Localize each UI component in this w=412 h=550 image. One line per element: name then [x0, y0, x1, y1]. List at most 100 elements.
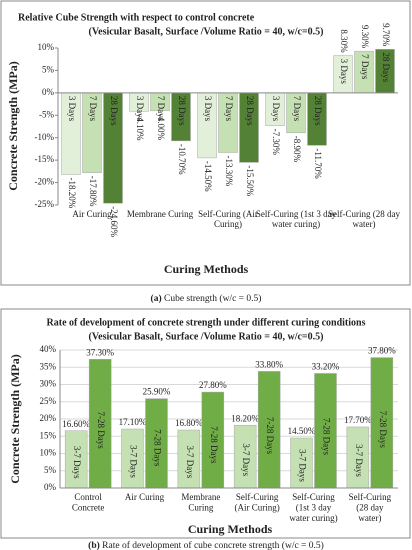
bar-series-label: 3 Days: [339, 59, 349, 85]
x-tick-label: Self-Curing (1st 3 day water curing): [256, 209, 337, 229]
y-tick-label: 40%: [40, 344, 57, 354]
y-axis-label: Concrete Strength (MPa): [8, 354, 22, 484]
data-label: 17.70%: [344, 415, 372, 425]
chart-title: Rate of development of concrete strength…: [47, 317, 366, 328]
bar-series-label: 28 Days: [381, 52, 391, 82]
y-tick-label: -10%: [35, 132, 55, 142]
bar-series-label: 7-28 Days: [378, 411, 388, 449]
x-tick-label: Self-Curing (28 day water): [328, 209, 400, 229]
chart-title: Relative Cube Strength with respect to c…: [18, 12, 255, 23]
data-label: 37.80%: [368, 346, 396, 356]
bar-series-label: 7-28 Days: [209, 426, 219, 464]
bar-series-label: 28 Days: [109, 96, 119, 126]
bar-series-label: 7 Days: [156, 96, 166, 122]
bar-series-label: 3-7 Days: [354, 444, 364, 477]
data-label: -13.30%: [224, 156, 234, 187]
bar-series-label: 3 Days: [67, 96, 77, 122]
data-label: 9.70%: [381, 23, 391, 47]
x-tick-label: Membrane Curing: [181, 492, 220, 513]
data-label: -10.70%: [177, 144, 187, 175]
y-tick-label: -25%: [35, 199, 55, 209]
y-tick-label: 5%: [44, 465, 57, 475]
y-axis-label: Concrete Strength (MPa): [6, 61, 20, 191]
data-label: -14.50%: [203, 161, 213, 192]
caption-text: Cube strength (w/c = 0.5): [162, 293, 262, 304]
bar-series-label: 3 Days: [271, 96, 281, 122]
bar-series-label: 7 Days: [88, 96, 98, 122]
caption-label: (a): [151, 293, 162, 304]
bar-series-label: 3 Days: [203, 96, 213, 122]
x-tick-label: Control Concrete: [72, 492, 104, 513]
caption: (a) Cube strength (w/c = 0.5): [151, 293, 262, 304]
y-tick-label: 0%: [42, 87, 55, 97]
bar-series-label: 3-7 Days: [185, 446, 195, 479]
data-label: -24.60%: [109, 206, 119, 237]
y-tick-label: 35%: [40, 361, 57, 371]
bar-series-label: 28 Days: [245, 96, 255, 126]
data-label: -4.00%: [156, 114, 166, 141]
x-axis-label: Curing Methods: [164, 262, 249, 276]
bar-series-label: 7 Days: [292, 96, 302, 122]
x-tick-label: Self-Curing (1st 3 day water curing): [289, 492, 337, 523]
data-label: -4.10%: [135, 114, 145, 141]
x-tick-label: Air Curing: [125, 492, 165, 502]
data-label: -7.30%: [271, 129, 281, 156]
bar-series-label: 28 Days: [177, 96, 187, 126]
x-tick-label: Membrane Curing: [127, 209, 194, 219]
y-tick-label: 10%: [38, 42, 55, 52]
caption-label: (b): [88, 540, 100, 550]
data-label: -8.90%: [292, 136, 302, 163]
y-tick-label: 30%: [40, 379, 57, 389]
data-label: 8.30%: [339, 29, 349, 53]
data-label: 16.80%: [175, 418, 203, 428]
data-label: 16.60%: [62, 419, 90, 429]
bar-series-label: 3-7 Days: [72, 446, 82, 479]
data-label: 18.20%: [231, 413, 259, 423]
bar-series-label: 7 Days: [360, 54, 370, 80]
y-tick-label: 10%: [40, 448, 57, 458]
bar-series-label: 7-28 Days: [321, 418, 331, 456]
x-tick-label: Self-Curing (Air Curing): [198, 209, 258, 229]
y-tick-label: 5%: [42, 64, 55, 74]
y-tick-label: -15%: [35, 154, 55, 164]
data-label: 33.80%: [255, 359, 283, 369]
chart-frame: [0, 308, 411, 539]
y-tick-label: 0%: [44, 482, 57, 492]
bar-series-label: 7-28 Days: [152, 429, 162, 467]
data-label: 33.20%: [312, 362, 340, 372]
data-label: -11.70%: [313, 148, 323, 179]
caption-text: Rate of development of cube concrete str…: [100, 540, 324, 550]
chart-subtitle: (Vesicular Basalt, Surface /Volume Ratio…: [89, 26, 324, 37]
x-tick-label: Self-Curing (Air Curing): [235, 492, 280, 513]
chart-frame: [0, 0, 411, 286]
data-label: -18.20%: [67, 177, 77, 208]
y-tick-label: 15%: [40, 430, 57, 440]
caption: (b) Rate of development of cube concrete…: [88, 540, 324, 550]
bar-series-label: 7-28 Days: [96, 411, 106, 449]
x-tick-label: Air Curing: [72, 209, 112, 219]
data-label: 9.30%: [360, 25, 370, 49]
bar-series-label: 3-7 Days: [128, 445, 138, 478]
data-label: 14.50%: [288, 426, 316, 436]
y-tick-label: 20%: [40, 413, 57, 423]
data-label: 17.10%: [119, 417, 147, 427]
data-label: -17.80%: [88, 176, 98, 207]
y-tick-label: -20%: [35, 177, 55, 187]
x-tick-label: Self-Curing (28 day water): [349, 492, 392, 523]
x-axis-label: Curing Methods: [188, 522, 273, 536]
y-tick-label: 25%: [40, 396, 57, 406]
data-label: -15.50%: [245, 165, 255, 196]
data-label: 25.90%: [143, 387, 171, 397]
chart-subtitle: (Vesicular Basalt, Surface /Volume Ratio…: [89, 331, 324, 342]
bar-series-label: 7 Days: [224, 96, 234, 122]
bar-series-label: 28 Days: [313, 96, 323, 126]
y-tick-label: -5%: [39, 109, 54, 119]
bar-series-label: 3 Days: [135, 96, 145, 122]
data-label: 37.30%: [86, 347, 114, 357]
bar-series-label: 3-7 Days: [297, 449, 307, 482]
bar-series-label: 7-28 Days: [265, 417, 275, 455]
bar-series-label: 3-7 Days: [241, 443, 251, 476]
data-label: 27.80%: [199, 380, 227, 390]
